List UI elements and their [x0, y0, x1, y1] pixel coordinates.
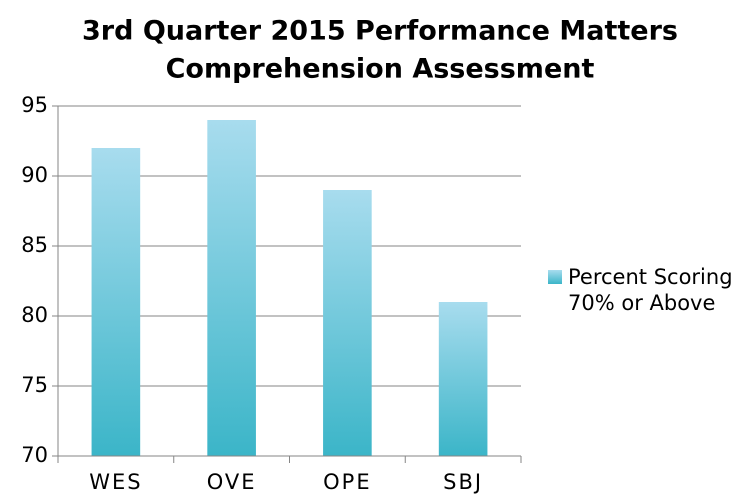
chart-title: 3rd Quarter 2015 Performance Matters — [82, 16, 678, 47]
legend-label: Percent Scoring 70% or Above — [568, 265, 733, 315]
y-tick-label: 85 — [21, 233, 48, 257]
bar — [323, 190, 372, 456]
x-tick-label: SBJ — [443, 470, 483, 494]
y-tick-label: 95 — [21, 93, 48, 117]
legend: Percent Scoring 70% or Above — [548, 264, 748, 316]
y-tick-label: 75 — [21, 373, 48, 397]
x-tick-label: OPE — [323, 470, 371, 494]
x-tick-label: OVE — [207, 470, 257, 494]
y-tick-label: 70 — [21, 443, 48, 467]
chart-title: Comprehension Assessment — [166, 54, 595, 85]
y-tick-label: 80 — [21, 303, 48, 327]
y-tick-label: 90 — [21, 163, 48, 187]
legend-swatch — [548, 270, 562, 284]
x-tick-label: WES — [89, 470, 142, 494]
bar — [438, 302, 488, 456]
bar — [91, 148, 141, 456]
bar — [207, 120, 256, 456]
